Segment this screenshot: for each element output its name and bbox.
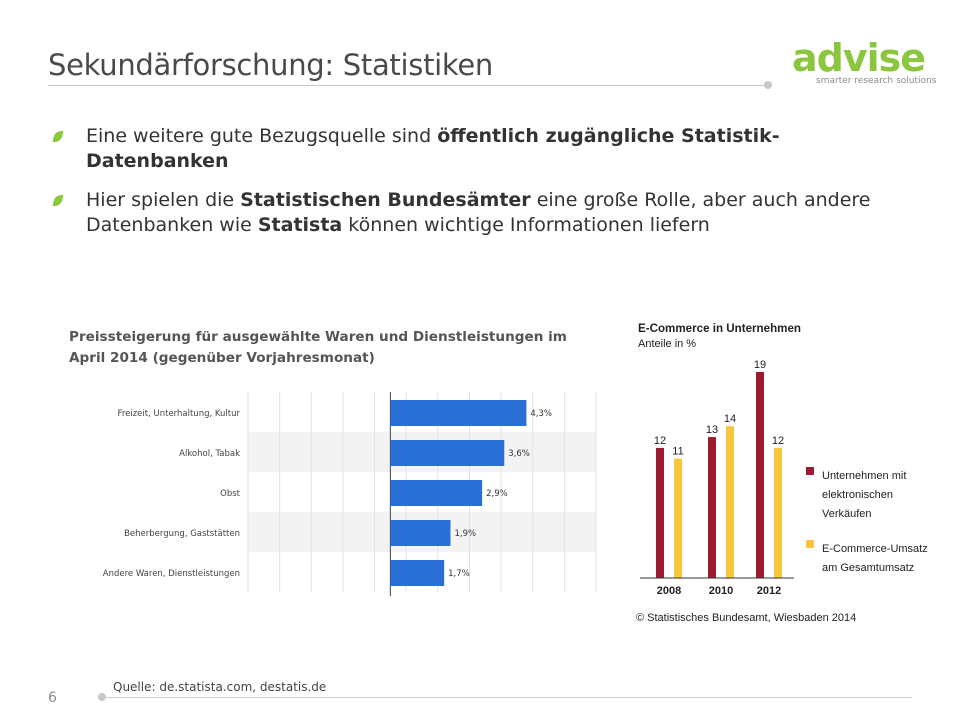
legend-swatch-revenue — [806, 540, 814, 548]
bullet-item: Hier spielen die Statistischen Bundesämt… — [50, 188, 910, 238]
logo-tagline: smarter research solutions — [816, 76, 937, 86]
bullet-text: Eine weitere gute Bezugsquelle sind öffe… — [86, 124, 910, 174]
bar-value-label: 11 — [672, 446, 683, 458]
legend-label-revenue: E-Commerce-Umsatz am Gesamtumsatz — [822, 543, 928, 574]
logo-wordmark: advise — [792, 36, 926, 80]
bar — [390, 520, 451, 546]
bar-value-label: 12 — [772, 435, 784, 447]
bullet-emphasis: Statistischen Bundesämter — [240, 189, 531, 211]
bar — [390, 440, 505, 466]
bar — [390, 560, 445, 586]
category-label: Freizeit, Unterhaltung, Kultur — [118, 409, 241, 419]
chart2-subtitle: Anteile in % — [638, 338, 697, 350]
advise-logo: advise smarter research solutions — [792, 38, 942, 94]
bullet-segment: eine große Rolle, aber auch andere Daten… — [86, 189, 871, 236]
bar — [390, 480, 483, 506]
bar-value-label: 12 — [654, 435, 666, 447]
source-note: Quelle: de.statista.com, destatis.de — [113, 680, 327, 694]
category-label: Beherbergung, Gaststätten — [124, 529, 240, 539]
footer-divider — [104, 697, 912, 698]
footer-dot — [98, 693, 106, 701]
bar-value-label: 3,6% — [508, 449, 530, 459]
bullet-segment: Eine weitere gute Bezugsquelle sind — [86, 125, 438, 147]
bullet-segment: können wichtige Informationen liefern — [342, 214, 710, 236]
leaf-bullet-icon — [52, 193, 64, 208]
ecommerce-chart: 12 11 2008 13 14 2010 19 12 2012 E-Commerce in U… — [634, 316, 934, 632]
bullet-emphasis: öffentlich zugängliche Statistik-Datenba… — [86, 125, 780, 172]
legend-swatch-sales — [806, 467, 814, 475]
title-divider — [48, 85, 768, 86]
category-label: Andere Waren, Dienstleistungen — [103, 569, 240, 579]
category-label: Obst — [220, 489, 241, 499]
bar — [708, 437, 716, 578]
legend-item-revenue: E-Commerce-Umsatz am Gesamtumsatz — [802, 537, 934, 575]
price-increase-chart: Preissteigerung für ausgewählte Waren un… — [64, 318, 600, 600]
bullet-emphasis: Statista — [257, 214, 343, 236]
chart2-legend: Unternehmen mit elektronischen Verkäufen… — [802, 464, 934, 591]
bar-value-label: 14 — [724, 413, 736, 425]
bar — [756, 372, 764, 578]
chart1-title: Preissteigerung für ausgewählte Waren un… — [69, 329, 567, 366]
bar-value-label: 19 — [754, 359, 766, 371]
bar-value-label: 1,9% — [454, 529, 476, 539]
leaf-bullet-icon — [52, 129, 64, 144]
bullet-text: Hier spielen die Statistischen Bundesämt… — [86, 188, 910, 238]
bar — [674, 458, 682, 578]
category-label: 2012 — [757, 585, 781, 597]
bar — [390, 400, 527, 426]
legend-label-sales: Unternehmen mit elektronischen Verkäufen — [822, 470, 907, 520]
bar — [774, 447, 782, 578]
bullet-segment: Hier spielen die — [86, 189, 241, 211]
bar — [726, 426, 734, 578]
bar-value-label: 2,9% — [486, 489, 508, 499]
category-label: 2010 — [709, 585, 733, 597]
chart2-title: E-Commerce in Unternehmen — [638, 322, 801, 335]
bar-value-label: 1,7% — [448, 569, 470, 579]
price-increase-chart-plot: 4,3% Freizeit, Unterhaltung, Kultur 3,6% Al… — [103, 392, 597, 596]
ecommerce-chart-plot: 12 11 2008 13 14 2010 19 12 2012 — [640, 359, 794, 597]
page-number: 6 — [48, 690, 57, 706]
legend-item-sales: Unternehmen mit elektronischen Verkäufen — [802, 464, 934, 521]
bar-value-label: 4,3% — [530, 409, 552, 419]
slide-title: Sekundärforschung: Statistiken — [48, 48, 493, 82]
category-label: 2008 — [657, 585, 681, 597]
chart2-source: © Statistisches Bundesamt, Wiesbaden 201… — [636, 612, 857, 624]
title-divider-dot — [764, 81, 772, 89]
bullet-item: Eine weitere gute Bezugsquelle sind öffe… — [50, 124, 910, 174]
bullet-list: Eine weitere gute Bezugsquelle sind öffe… — [50, 124, 910, 252]
bar — [656, 447, 664, 578]
bar-value-label: 13 — [706, 424, 718, 436]
category-label: Alkohol, Tabak — [179, 449, 240, 459]
